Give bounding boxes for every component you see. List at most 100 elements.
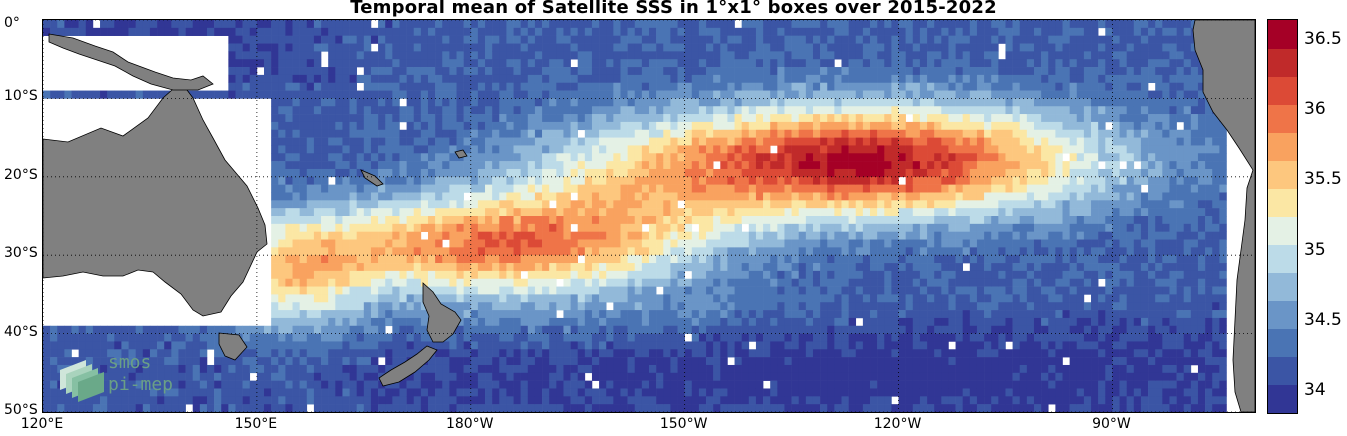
sss-cell <box>513 270 521 280</box>
sss-cell <box>534 200 543 209</box>
sss-cell <box>577 121 586 131</box>
sss-cell <box>905 168 914 178</box>
sss-cell <box>427 153 436 162</box>
sss-cell <box>463 294 472 303</box>
sss-cell <box>912 310 921 319</box>
sss-cell <box>727 137 735 146</box>
sss-cell <box>641 372 650 381</box>
sss-cell <box>741 247 750 256</box>
sss-cell <box>492 67 500 76</box>
sss-cell <box>420 129 429 138</box>
sss-cell <box>492 349 500 358</box>
sss-cell <box>677 176 685 185</box>
sss-cell <box>492 208 500 217</box>
sss-cell <box>534 43 543 52</box>
sss-cell <box>791 380 800 389</box>
sss-cell <box>321 153 329 162</box>
sss-cell <box>135 341 144 350</box>
sss-cell <box>791 231 800 240</box>
sss-cell <box>877 349 885 358</box>
sss-cell <box>321 27 329 36</box>
sss-cell <box>862 372 871 381</box>
sss-cell <box>670 286 678 295</box>
sss-cell <box>656 380 664 389</box>
sss-cell <box>157 325 165 334</box>
sss-cell <box>691 294 700 303</box>
sss-cell <box>328 200 336 209</box>
sss-cell <box>720 310 728 319</box>
sss-cell <box>335 161 343 170</box>
sss-cell <box>677 161 685 170</box>
sss-cell <box>370 59 379 68</box>
sss-cell <box>313 349 322 358</box>
sss-cell <box>456 114 464 123</box>
sss-cell <box>748 74 757 84</box>
sss-cell <box>520 168 529 178</box>
sss-cell <box>499 98 507 107</box>
sss-cell <box>121 333 129 342</box>
sss-cell <box>520 349 529 358</box>
sss-cell <box>485 35 493 44</box>
sss-cell <box>599 263 607 272</box>
sss-cell <box>363 161 372 170</box>
sss-cell <box>542 294 550 303</box>
sss-cell <box>370 35 379 44</box>
sss-cell <box>798 200 807 209</box>
sss-cell <box>599 176 607 185</box>
sss-cell <box>627 59 636 68</box>
sss-cell <box>577 278 586 287</box>
sss-cell <box>527 380 536 389</box>
sss-cell <box>463 74 472 84</box>
sss-cell <box>306 168 315 178</box>
sss-cell <box>406 239 415 248</box>
sss-cell <box>292 192 300 201</box>
sss-cell <box>791 278 800 287</box>
sss-cell <box>513 82 521 91</box>
sss-cell <box>620 294 628 303</box>
sss-cell <box>178 341 186 350</box>
sss-cell <box>791 184 800 193</box>
sss-cell <box>271 114 279 123</box>
sss-cell <box>877 114 885 123</box>
sss-cell <box>363 98 372 107</box>
sss-cell <box>613 51 621 60</box>
sss-cell <box>599 168 607 178</box>
sss-cell <box>363 67 372 76</box>
sss-cell <box>641 317 650 327</box>
sss-cell <box>641 333 650 342</box>
sss-cell <box>827 192 835 201</box>
sss-cell <box>328 145 336 154</box>
sss-cell <box>114 20 122 29</box>
sss-cell <box>228 67 236 76</box>
sss-cell <box>841 357 849 366</box>
sss-cell <box>292 278 300 287</box>
sss-cell <box>228 20 236 29</box>
sss-cell <box>770 184 778 193</box>
sss-cell <box>741 168 750 178</box>
sss-cell <box>556 263 564 272</box>
sss-cell <box>349 20 357 29</box>
sss-cell <box>499 404 507 413</box>
sss-cell <box>321 349 329 358</box>
sss-cell <box>485 372 493 381</box>
sss-cell <box>663 294 671 303</box>
sss-cell <box>85 90 94 99</box>
sss-cell <box>499 161 507 170</box>
sss-cell <box>271 184 279 193</box>
sss-cell <box>684 106 693 115</box>
sss-cell <box>713 263 721 272</box>
sss-cell <box>335 364 343 374</box>
sss-cell <box>912 114 921 123</box>
sss-cell <box>620 98 628 107</box>
sss-cell <box>413 208 422 217</box>
sss-cell <box>321 364 329 374</box>
sss-cell <box>784 208 792 217</box>
sss-cell <box>905 333 914 342</box>
sss-cell <box>199 341 208 350</box>
sss-cell <box>577 349 586 358</box>
sss-cell <box>884 168 892 178</box>
sss-cell <box>299 192 308 201</box>
sss-cell <box>285 74 293 84</box>
sss-cell <box>378 404 386 413</box>
sss-cell <box>356 372 365 381</box>
